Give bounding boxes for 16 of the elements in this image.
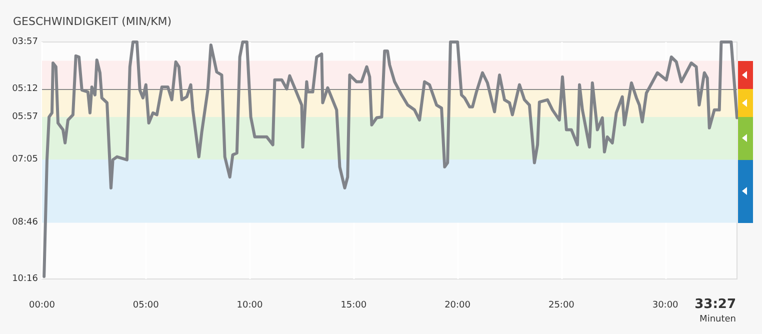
y-tick-label: 07:05 bbox=[12, 154, 38, 165]
x-tick-label: 05:00 bbox=[132, 300, 160, 310]
x-tick-label: 20:00 bbox=[444, 300, 471, 310]
y-tick-label: 03:57 bbox=[12, 37, 38, 47]
chart-title: GESCHWINDIGKEIT (MIN/KM) bbox=[13, 15, 172, 28]
x-tick-label: 00:00 bbox=[29, 300, 56, 310]
y-tick-label: 05:57 bbox=[12, 112, 38, 122]
x-tick-label: 30:00 bbox=[652, 300, 679, 310]
x-tick-label: 25:00 bbox=[548, 300, 575, 310]
x-axis-title: Minuten bbox=[700, 314, 736, 324]
y-tick-label: 05:12 bbox=[12, 84, 38, 94]
x-tick-label: 10:00 bbox=[236, 300, 264, 310]
y-tick-label: 10:16 bbox=[12, 274, 38, 284]
text: 33:27 bbox=[694, 297, 736, 312]
y-tick-label: 08:46 bbox=[12, 218, 38, 228]
x-tick-label: 15:00 bbox=[340, 300, 367, 310]
